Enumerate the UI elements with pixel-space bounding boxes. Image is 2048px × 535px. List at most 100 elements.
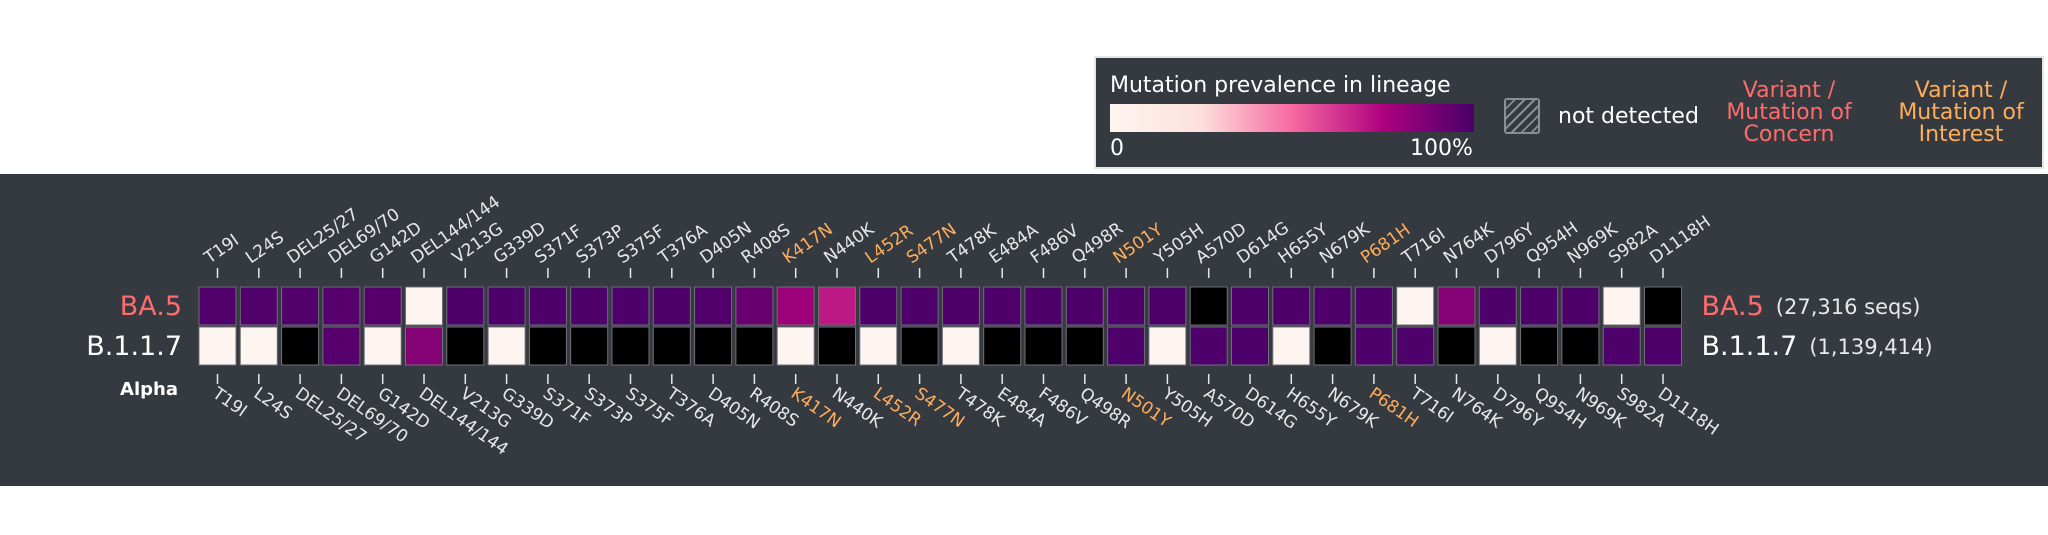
heatmap-cell (1520, 286, 1559, 326)
mutation-heatmap: T19IT19IL24SL24SDEL25/27DEL25/27DEL69/70… (86, 192, 1932, 460)
lineage-sequence-count: (27,316 seqs) (1776, 295, 1921, 319)
legend-interest-line: Variant / (1914, 78, 2008, 103)
heatmap-cell (1313, 286, 1352, 326)
mutation-label-top: L24S (242, 228, 288, 268)
heatmap-cell (1520, 326, 1559, 366)
legend-concern-label: Variant / Mutation of Concern (1714, 80, 1864, 146)
legend-interest-line: Mutation of (1898, 100, 2024, 125)
heatmap-cell (1313, 326, 1352, 366)
heatmap-cell (859, 326, 898, 366)
legend-not-detected: not detected (1558, 104, 1699, 129)
heatmap-cell (1231, 326, 1269, 366)
heatmap-cell (776, 326, 815, 366)
heatmap-cell (570, 286, 609, 326)
heatmap-cell (1602, 326, 1641, 366)
heatmap-cell (239, 326, 278, 366)
heatmap-cell (983, 286, 1022, 326)
heatmap-cell (1065, 326, 1104, 366)
legend-scale-min: 0 (1110, 136, 1124, 161)
heatmap-cell (239, 286, 278, 326)
heatmap-cell (363, 326, 402, 366)
mutation-label-top: T19I (200, 230, 243, 268)
heatmap-cell (1437, 286, 1476, 326)
legend-concern-line: Concern (1743, 122, 1835, 147)
heatmap-cell (1024, 286, 1063, 326)
heatmap-cell (198, 326, 237, 366)
heatmap-cell (446, 286, 485, 326)
heatmap-cell (735, 326, 774, 366)
heatmap-cell (487, 286, 526, 326)
heatmap-cell (900, 326, 939, 366)
heatmap-cell (1024, 326, 1063, 366)
heatmap-cell (900, 286, 939, 326)
legend-concern-line: Mutation of (1726, 100, 1852, 125)
mutation-heatmap-panel: T19I T19I L24S L24S DEL25/27 DEL25/27 DEL69/70… (0, 174, 2048, 486)
heatmap-cell (446, 326, 485, 366)
heatmap-cell (1107, 326, 1146, 366)
lineage-label-right: B.1.1.7 (1702, 331, 1798, 362)
heatmap-cell (1644, 286, 1682, 326)
heatmap-cell (941, 286, 980, 326)
lineage-subtitle: Alpha (120, 379, 178, 400)
legend-concern-line: Variant / (1742, 78, 1836, 103)
heatmap-cell (528, 286, 567, 326)
heatmap-cell (1478, 326, 1517, 366)
heatmap-cell (322, 286, 361, 326)
heatmap-cell (1644, 326, 1682, 366)
heatmap-cell (611, 326, 650, 366)
heatmap-cell (487, 326, 526, 366)
lineage-label-left: BA.5 (120, 291, 182, 322)
heatmap-cell (694, 326, 733, 366)
heatmap-cell (1396, 286, 1435, 326)
heatmap-cell (1231, 286, 1269, 326)
lineage-sequence-count: (1,139,414) (1809, 335, 1932, 359)
heatmap-cell (363, 286, 402, 326)
heatmap-cell (1354, 286, 1393, 326)
heatmap-cell (281, 326, 320, 366)
heatmap-cell (1478, 286, 1517, 326)
heatmap-cell (859, 286, 898, 326)
legend-interest-label: Variant / Mutation of Interest (1886, 80, 2036, 146)
legend-scale-max: 100% (1410, 136, 1473, 161)
heatmap-cell (983, 326, 1022, 366)
heatmap-cell (694, 286, 733, 326)
heatmap-cell (1272, 286, 1311, 326)
heatmap-cell (528, 326, 567, 366)
lineage-label-left: B.1.1.7 (86, 331, 182, 362)
lineage-label-right: BA.5 (1702, 291, 1764, 322)
heatmap-cell (776, 286, 815, 326)
heatmap-cell (322, 326, 361, 366)
heatmap-cell (570, 326, 609, 366)
heatmap-cell (941, 326, 980, 366)
heatmap-cell (1437, 326, 1476, 366)
heatmap-cell (1602, 286, 1641, 326)
heatmap-cell (1148, 326, 1187, 366)
heatmap-cell (735, 286, 774, 326)
heatmap-cell (1396, 326, 1435, 366)
not-detected-swatch-icon (1504, 98, 1540, 134)
heatmap-cell (652, 286, 691, 326)
mutation-label-bottom: T19I (208, 383, 251, 421)
heatmap-cell (1189, 326, 1228, 366)
heatmap-cell (1065, 286, 1104, 326)
heatmap-cell (1272, 326, 1311, 366)
heatmap-cell (1107, 286, 1146, 326)
heatmap-cell (1148, 286, 1187, 326)
mutation-label-bottom: L24S (250, 384, 296, 424)
heatmap-cell (1561, 326, 1600, 366)
heatmap-cell (1354, 326, 1393, 366)
heatmap-cell (818, 286, 856, 326)
heatmap-cell (198, 286, 237, 326)
heatmap-cell (405, 326, 443, 366)
heatmap-cell (281, 286, 320, 326)
prevalence-color-scale (1110, 104, 1474, 132)
legend: Mutation prevalence in lineage 0 100% no… (1094, 56, 2044, 169)
heatmap-cell (818, 326, 856, 366)
mutation-label-top: D1118H (1646, 212, 1714, 268)
heatmap-cell (405, 286, 443, 326)
legend-title: Mutation prevalence in lineage (1110, 73, 1451, 98)
heatmap-cell (1189, 286, 1228, 326)
heatmap-cell (611, 286, 650, 326)
legend-interest-line: Interest (1918, 122, 2004, 147)
heatmap-cell (1561, 286, 1600, 326)
